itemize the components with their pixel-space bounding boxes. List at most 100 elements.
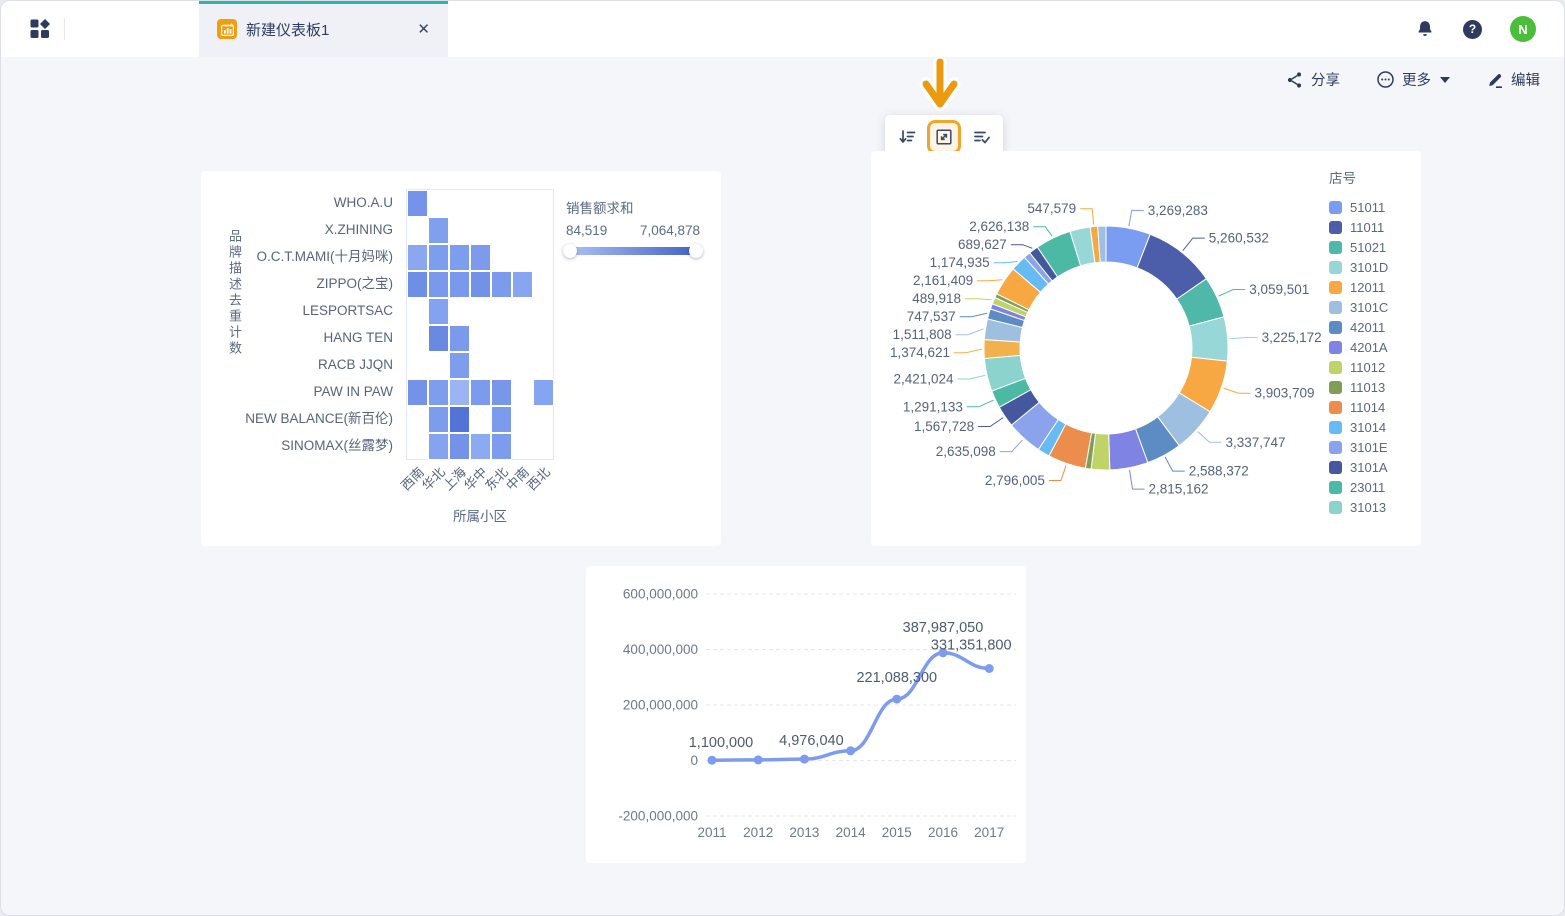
legend-item[interactable]: 4201A — [1329, 337, 1419, 357]
help-icon[interactable]: ? — [1463, 19, 1482, 39]
donut-value-label: 3,269,283 — [1148, 203, 1208, 218]
donut-value-label: 747,537 — [907, 309, 956, 324]
heatmap-cell[interactable] — [491, 379, 512, 406]
heatmap-plot — [406, 189, 554, 460]
heatmap-cell[interactable] — [533, 379, 554, 406]
legend-item[interactable]: 51021 — [1329, 237, 1419, 257]
heatmap-cell[interactable] — [407, 379, 428, 406]
heatmap-cell[interactable] — [407, 244, 428, 271]
apps-grid-icon[interactable] — [29, 18, 51, 40]
heatmap-cell[interactable] — [470, 379, 491, 406]
point-value-label: 221,088,300 — [856, 670, 937, 686]
dashboard-chart-icon — [217, 19, 237, 39]
actions-row: 分享 更多 编辑 — [1286, 69, 1540, 90]
legend-range-handle-max[interactable] — [689, 244, 703, 258]
legend-swatch — [1329, 300, 1342, 314]
legend-item[interactable]: 3101A — [1329, 457, 1419, 477]
donut-label-leader — [1182, 237, 1205, 252]
line-chart: 600,000,000 400,000,000 200,000,000 0 -200,0… — [618, 587, 1016, 840]
legend-swatch — [1329, 200, 1342, 214]
legend-item[interactable]: 3101E — [1329, 437, 1419, 457]
gradient-legend-title: 销售额求和 — [566, 201, 634, 216]
expand-icon[interactable] — [932, 125, 956, 149]
heatmap-cell[interactable] — [449, 271, 470, 298]
donut-value-label: 1,374,621 — [890, 345, 950, 360]
heatmap-card[interactable]: 品牌描述去重计数 所属小区 销售额求和 84,519 7,064,878 WHO… — [201, 171, 721, 546]
heatmap-cell[interactable] — [449, 433, 470, 460]
heatmap-cell[interactable] — [470, 433, 491, 460]
line-card[interactable]: 600,000,000 400,000,000 200,000,000 0 -200,0… — [586, 566, 1026, 863]
legend-label: 42011 — [1350, 319, 1386, 335]
heatmap-cell[interactable] — [491, 406, 512, 433]
donut-label-leader — [1164, 456, 1185, 472]
heatmap-cell[interactable] — [407, 190, 428, 217]
legend-item[interactable]: 51011 — [1329, 197, 1419, 217]
heatmap-cell[interactable] — [449, 244, 470, 271]
legend-swatch — [1329, 220, 1342, 234]
legend-item[interactable]: 11013 — [1329, 377, 1419, 397]
donut-slice[interactable] — [983, 338, 1021, 360]
legend-item[interactable]: 3101C — [1329, 297, 1419, 317]
heatmap-cell[interactable] — [428, 379, 449, 406]
avatar[interactable]: N — [1510, 16, 1536, 42]
legend-label: 3101C — [1350, 299, 1389, 315]
dashboard-tab[interactable]: 新建仪表板1 ✕ — [199, 1, 448, 57]
legend-item[interactable]: 31014 — [1329, 417, 1419, 437]
more-button[interactable]: 更多 — [1376, 69, 1450, 90]
x-tick-label: 2012 — [743, 825, 773, 840]
legend-item[interactable]: 23011 — [1329, 477, 1419, 497]
data-point[interactable] — [846, 746, 856, 756]
more-icon — [1377, 71, 1394, 88]
data-point[interactable] — [707, 755, 717, 765]
legend-swatch — [1329, 320, 1342, 334]
data-point[interactable] — [938, 648, 948, 658]
heatmap-cell[interactable] — [428, 298, 449, 325]
heatmap-cell[interactable] — [428, 244, 449, 271]
heatmap-row-label: NEW BALANCE(新百伦) — [245, 411, 393, 426]
legend-label: 12011 — [1350, 279, 1386, 295]
heatmap-cell[interactable] — [428, 325, 449, 352]
heatmap-cell[interactable] — [428, 406, 449, 433]
legend-item[interactable]: 3101D — [1329, 257, 1419, 277]
legend-item[interactable]: 11011 — [1329, 217, 1419, 237]
legend-item[interactable]: 11014 — [1329, 397, 1419, 417]
legend-item[interactable]: 42011 — [1329, 317, 1419, 337]
heatmap-cell[interactable] — [512, 271, 533, 298]
heatmap-cell[interactable] — [428, 217, 449, 244]
data-point[interactable] — [753, 755, 763, 765]
legend-item[interactable]: 12011 — [1329, 277, 1419, 297]
donut-slice[interactable] — [1097, 225, 1107, 263]
gradient-legend-bar — [568, 247, 699, 255]
data-point[interactable] — [799, 754, 809, 764]
heatmap-cell[interactable] — [449, 379, 470, 406]
heatmap-cell[interactable] — [449, 352, 470, 379]
donut-label-leader — [965, 298, 992, 301]
donut-value-label: 5,260,532 — [1209, 231, 1269, 246]
legend-label: 31013 — [1350, 499, 1387, 515]
heatmap-cell[interactable] — [449, 325, 470, 352]
heatmap-cell[interactable] — [428, 271, 449, 298]
heatmap-cell[interactable] — [449, 406, 470, 433]
close-icon[interactable]: ✕ — [417, 20, 430, 38]
legend-item[interactable]: 11012 — [1329, 357, 1419, 377]
heatmap-cell[interactable] — [428, 433, 449, 460]
donut-card[interactable]: 3,269,283 5,260,532 3,059,501 3,225,172 3,90… — [871, 151, 1421, 546]
sort-descending-icon[interactable] — [893, 123, 921, 151]
notification-bell-icon[interactable] — [1415, 19, 1435, 39]
highlight-box — [927, 120, 961, 154]
data-point[interactable] — [892, 694, 902, 704]
heatmap-cell[interactable] — [470, 271, 491, 298]
heatmap-cell[interactable] — [491, 433, 512, 460]
share-button[interactable]: 分享 — [1286, 69, 1340, 90]
multi-select-icon[interactable] — [967, 123, 995, 151]
donut-value-label: 2,635,098 — [936, 444, 996, 459]
edit-button[interactable]: 编辑 — [1486, 69, 1540, 90]
heatmap-cell[interactable] — [470, 244, 491, 271]
legend-item[interactable]: 31013 — [1329, 497, 1419, 517]
legend-label: 31014 — [1350, 419, 1387, 435]
heatmap-cell[interactable] — [407, 271, 428, 298]
legend-range-handle-min[interactable] — [563, 244, 577, 258]
chevron-down-icon — [1440, 76, 1450, 83]
data-point[interactable] — [984, 664, 994, 673]
heatmap-cell[interactable] — [491, 271, 512, 298]
